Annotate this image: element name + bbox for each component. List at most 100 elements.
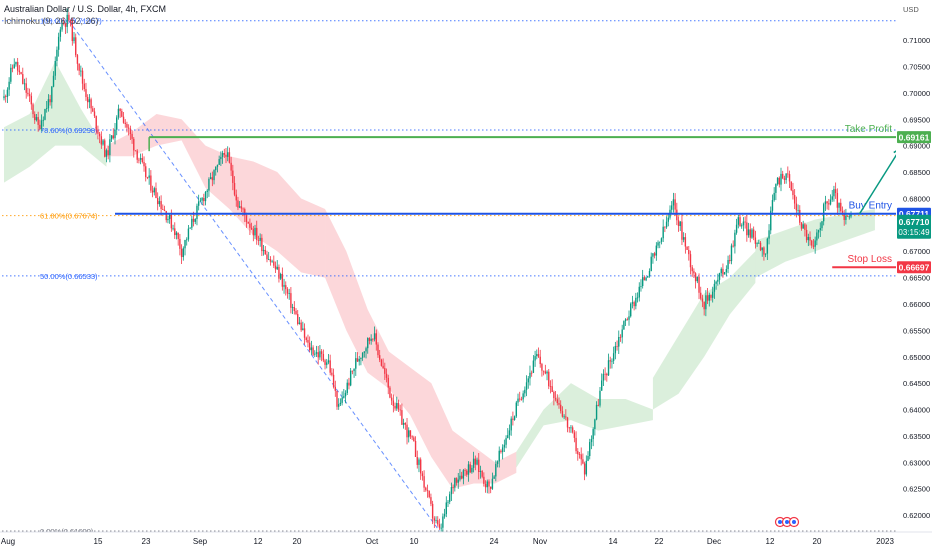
candle-body-474 bbox=[812, 245, 815, 247]
candle-body-415 bbox=[711, 291, 714, 298]
candle-body-241 bbox=[414, 441, 417, 458]
candle-153 bbox=[264, 246, 266, 255]
candle-468 bbox=[802, 220, 804, 229]
candle-body-143 bbox=[247, 221, 249, 224]
candle-body-413 bbox=[708, 294, 710, 301]
candle-157 bbox=[271, 259, 273, 263]
time-tick-2: 23 bbox=[142, 537, 151, 546]
candle-372 bbox=[638, 282, 640, 302]
cloud-green-0 bbox=[4, 61, 107, 183]
candle-body-22 bbox=[40, 120, 43, 129]
candle-body-300 bbox=[515, 402, 518, 417]
candle-461 bbox=[790, 181, 792, 192]
candle-160 bbox=[276, 260, 278, 270]
candle-473 bbox=[811, 239, 813, 249]
candle-body-434 bbox=[744, 221, 746, 223]
trade-label-0: Take Profit bbox=[845, 124, 892, 135]
candle-422 bbox=[723, 271, 726, 275]
candle-body-39 bbox=[69, 20, 72, 21]
candle-232 bbox=[399, 404, 401, 416]
candle-166 bbox=[286, 287, 289, 299]
candle-420 bbox=[720, 267, 722, 277]
candle-412 bbox=[706, 288, 709, 304]
candle-350 bbox=[600, 373, 603, 391]
candle-body-314 bbox=[539, 356, 541, 365]
candle-231 bbox=[397, 399, 400, 413]
candle-168 bbox=[290, 287, 292, 314]
candle-43 bbox=[76, 53, 79, 71]
candle-body-107 bbox=[186, 239, 188, 241]
candle-442 bbox=[758, 239, 760, 244]
candle-body-199 bbox=[343, 396, 345, 398]
price-axis-background bbox=[896, 0, 932, 550]
time-tick-10: 14 bbox=[609, 537, 618, 546]
candle-75 bbox=[131, 130, 133, 144]
candle-70 bbox=[122, 111, 125, 124]
fib-label-0: 0.00%(0.61699) bbox=[40, 527, 94, 536]
candle-251 bbox=[431, 500, 434, 525]
candle-body-63 bbox=[110, 135, 113, 140]
candle-193 bbox=[332, 368, 335, 389]
candle-body-167 bbox=[288, 293, 290, 294]
candle-body-351 bbox=[602, 373, 605, 381]
candle-370 bbox=[635, 292, 637, 310]
candle-body-315 bbox=[541, 364, 543, 371]
candle-body-145 bbox=[250, 227, 253, 230]
candle-440 bbox=[754, 230, 757, 249]
candle-body-374 bbox=[641, 277, 644, 287]
candle-body-138 bbox=[238, 206, 241, 208]
candle-body-180 bbox=[310, 347, 313, 351]
candle-body-332 bbox=[570, 427, 572, 429]
candle-226 bbox=[389, 385, 391, 399]
candle-body-385 bbox=[660, 238, 663, 242]
candle-body-104 bbox=[180, 248, 183, 258]
candle-449 bbox=[770, 206, 772, 235]
candle-body-293 bbox=[503, 444, 506, 448]
candle-body-284 bbox=[488, 481, 490, 487]
candle-156 bbox=[269, 256, 272, 266]
candle-body-307 bbox=[527, 378, 529, 383]
candle-body-424 bbox=[727, 260, 729, 270]
candle-body-76 bbox=[133, 138, 135, 151]
candle-387 bbox=[664, 226, 666, 233]
fib-trend-line-segment bbox=[68, 20, 440, 532]
candle-44 bbox=[78, 63, 80, 76]
candle-408 bbox=[700, 286, 702, 301]
candle-383 bbox=[657, 240, 659, 249]
candle-body-25 bbox=[45, 108, 48, 110]
candle-448 bbox=[768, 224, 770, 245]
candle-104 bbox=[180, 244, 183, 264]
candle-30 bbox=[54, 56, 56, 80]
currency-label: USD bbox=[903, 5, 919, 14]
candle-body-286 bbox=[491, 478, 494, 489]
candle-267 bbox=[459, 469, 461, 482]
candle-291 bbox=[500, 449, 502, 454]
candle-56 bbox=[98, 131, 101, 144]
candle-body-253 bbox=[435, 520, 437, 521]
candle-body-416 bbox=[713, 283, 716, 292]
candle-body-485 bbox=[831, 196, 833, 200]
candle-50 bbox=[88, 94, 91, 109]
candle-body-188 bbox=[324, 360, 326, 365]
candle-361 bbox=[619, 334, 622, 342]
candle-body-93 bbox=[162, 208, 164, 210]
candle-20 bbox=[37, 111, 39, 132]
candle-body-335 bbox=[575, 437, 577, 452]
candle-body-410 bbox=[703, 301, 705, 310]
candle-body-148 bbox=[256, 227, 258, 241]
candle-392 bbox=[672, 192, 675, 213]
candle-body-348 bbox=[597, 404, 599, 406]
candle-body-258 bbox=[443, 514, 446, 517]
candle-body-467 bbox=[800, 222, 803, 229]
candle-body-339 bbox=[582, 459, 584, 464]
candle-body-278 bbox=[478, 459, 480, 473]
price-tick-17: 0.62500 bbox=[903, 485, 930, 494]
candle-body-406 bbox=[696, 276, 699, 282]
candle-body-417 bbox=[715, 281, 717, 284]
candle-16 bbox=[30, 92, 33, 110]
candle-330 bbox=[566, 416, 569, 433]
price-tick-16: 0.63000 bbox=[903, 458, 930, 467]
time-tick-15: 2023 bbox=[876, 537, 894, 546]
candle-body-421 bbox=[722, 268, 724, 275]
